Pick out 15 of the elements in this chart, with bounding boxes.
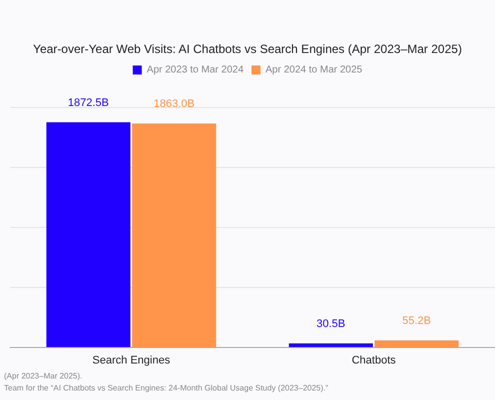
bar — [46, 122, 130, 347]
chart-title: Year-over-Year Web Visits: AI Chatbots vs Search Engines (Apr 2023–Mar 2025) — [33, 42, 462, 56]
bar — [288, 343, 373, 347]
data-label: 30.5B — [316, 318, 346, 330]
data-label: 1872.5B — [68, 96, 109, 109]
data-label: 55.2B — [402, 314, 431, 327]
data-label: 1863.0B — [154, 98, 195, 110]
text: Team for the “AI Chatbots vs Search Engines: 24-Month Global Usage Study (2023–2025).” — [4, 384, 329, 392]
x-tick-label: Chatbots — [352, 354, 396, 366]
x-tick-label: Search Engines — [92, 354, 171, 366]
bar — [132, 123, 216, 347]
legend-label: Apr 2024 to Mar 2025 — [266, 64, 363, 76]
text: (Apr 2023–Mar 2025). — [4, 372, 82, 380]
legend-label: Apr 2023 to Mar 2024 — [146, 64, 244, 76]
bar — [374, 340, 459, 347]
